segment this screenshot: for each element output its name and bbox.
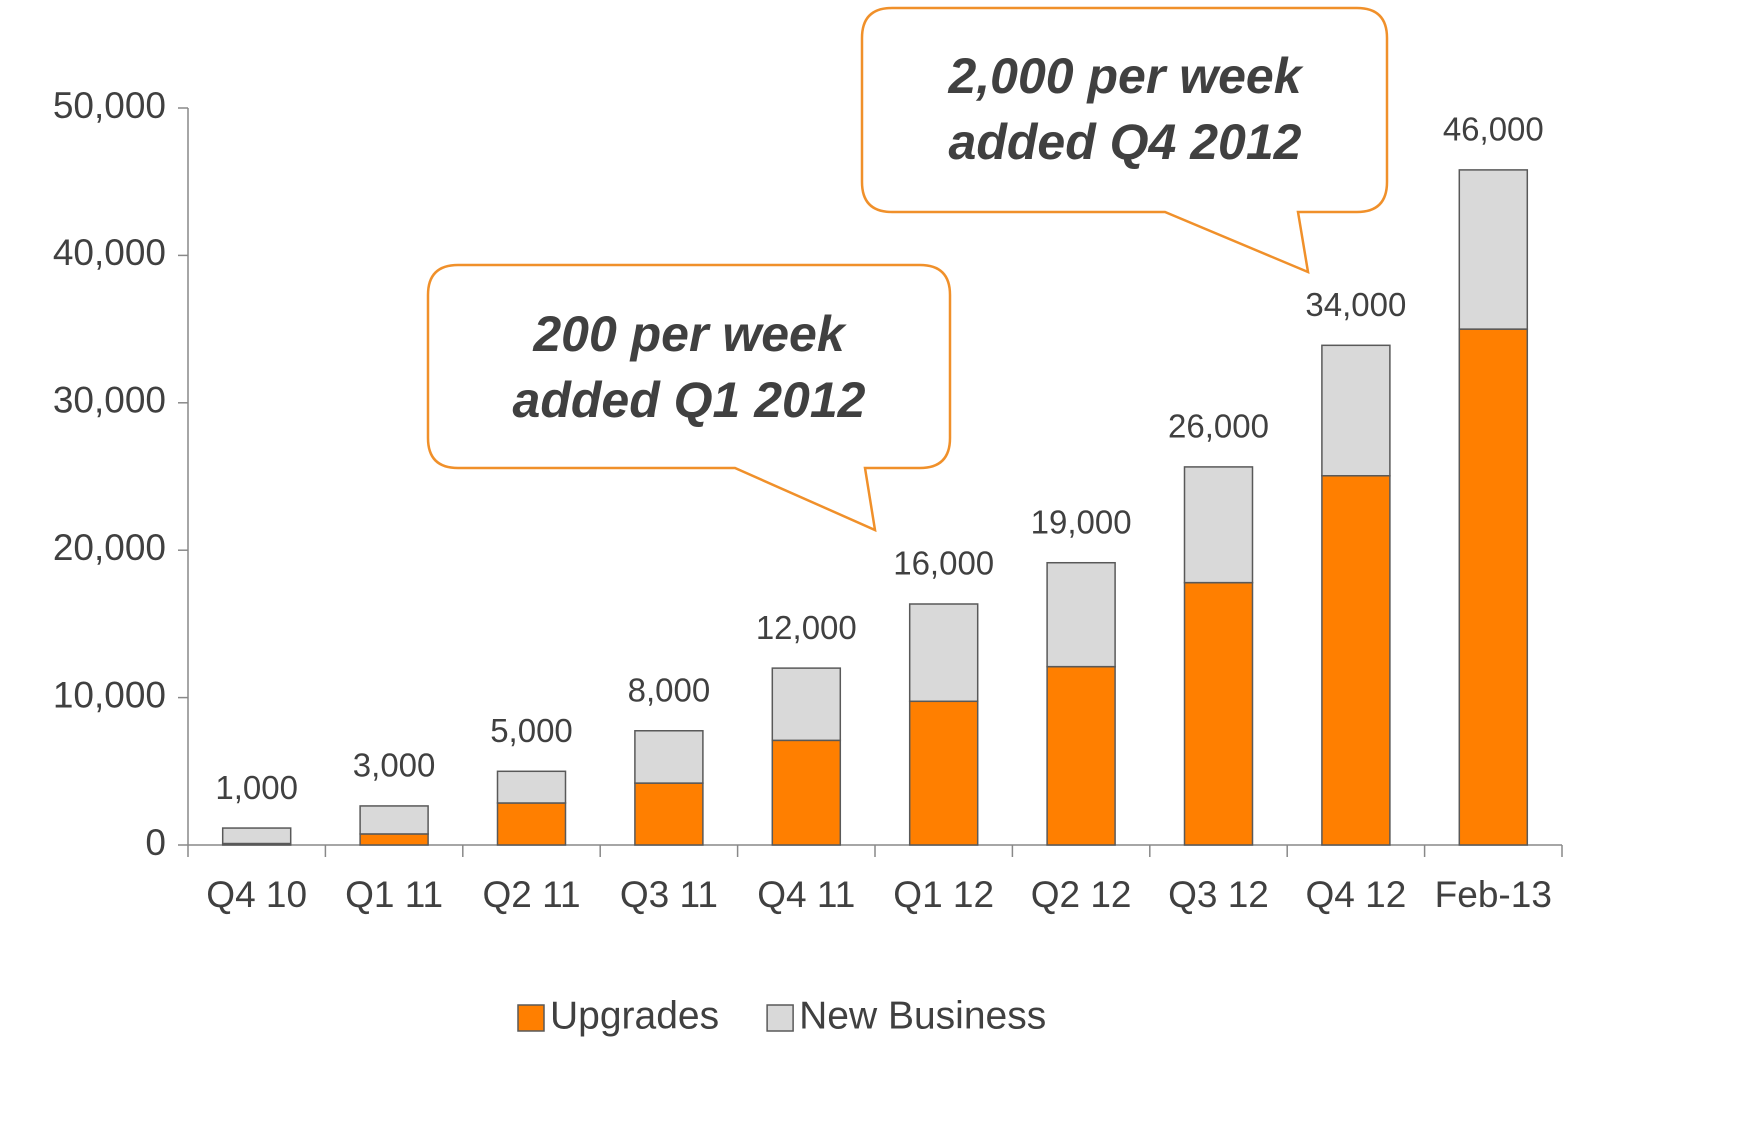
bar-segment — [771, 667, 842, 742]
x-tick-label: Q4 12 — [1306, 874, 1407, 915]
x-tick-label: Q4 10 — [206, 874, 307, 915]
total-label: 26,000 — [1168, 408, 1269, 445]
x-tick-label: Feb-13 — [1435, 874, 1552, 915]
bar-segment — [1458, 169, 1529, 330]
total-label: 3,000 — [353, 747, 436, 784]
x-tick-label: Q3 12 — [1168, 874, 1269, 915]
y-tick-label: 20,000 — [53, 527, 166, 568]
total-label: 16,000 — [893, 545, 994, 582]
bar-segment — [771, 739, 842, 846]
total-label: 8,000 — [628, 671, 711, 708]
callout-text: 200 per week — [532, 306, 847, 362]
bar-segment — [908, 700, 979, 846]
bar-segment — [1321, 475, 1391, 846]
legend-label: Upgrades — [550, 994, 719, 1037]
x-tick-label: Q4 11 — [757, 874, 855, 915]
bar-segment — [221, 827, 292, 845]
total-label: 12,000 — [756, 609, 857, 646]
y-tick-label: 0 — [145, 822, 166, 863]
callout-bubble — [860, 6, 1389, 275]
y-tick-label: 10,000 — [53, 674, 166, 715]
x-tick-label: Q1 12 — [893, 874, 994, 915]
bar-segment — [1321, 344, 1391, 477]
x-tick-label: Q2 11 — [482, 874, 580, 915]
y-tick-label: 30,000 — [53, 380, 166, 421]
callout-text: added Q1 2012 — [513, 372, 866, 428]
bar-segment — [496, 802, 567, 846]
bar-segment — [1046, 665, 1116, 846]
bar-segment — [1183, 581, 1254, 846]
legend-swatch — [517, 1004, 545, 1032]
total-label: 1,000 — [215, 769, 298, 806]
legend-label: New Business — [799, 994, 1046, 1037]
total-label: 5,000 — [490, 712, 573, 749]
x-tick-label: Q3 11 — [620, 874, 718, 915]
y-tick-label: 50,000 — [53, 85, 166, 126]
bar-segment — [359, 833, 429, 846]
y-tick-label: 40,000 — [53, 232, 166, 273]
total-label: 34,000 — [1305, 286, 1406, 323]
legend-swatch — [766, 1004, 794, 1032]
callout-text: added Q4 2012 — [949, 114, 1302, 170]
x-tick-label: Q2 12 — [1031, 874, 1132, 915]
total-label: 46,000 — [1443, 111, 1544, 148]
callout-text: 2,000 per week — [947, 48, 1303, 104]
x-tick-label: Q1 11 — [345, 874, 443, 915]
bar-segment — [1046, 561, 1116, 668]
bar-segment — [496, 770, 567, 804]
bar-segment — [634, 730, 704, 784]
bar-segment — [908, 603, 979, 703]
bar-segment — [1183, 466, 1254, 584]
callout-bubble — [426, 263, 952, 533]
total-label: 19,000 — [1031, 503, 1132, 540]
bar-segment — [359, 805, 429, 835]
bar-segment — [634, 782, 704, 846]
bar-segment — [1458, 328, 1529, 846]
